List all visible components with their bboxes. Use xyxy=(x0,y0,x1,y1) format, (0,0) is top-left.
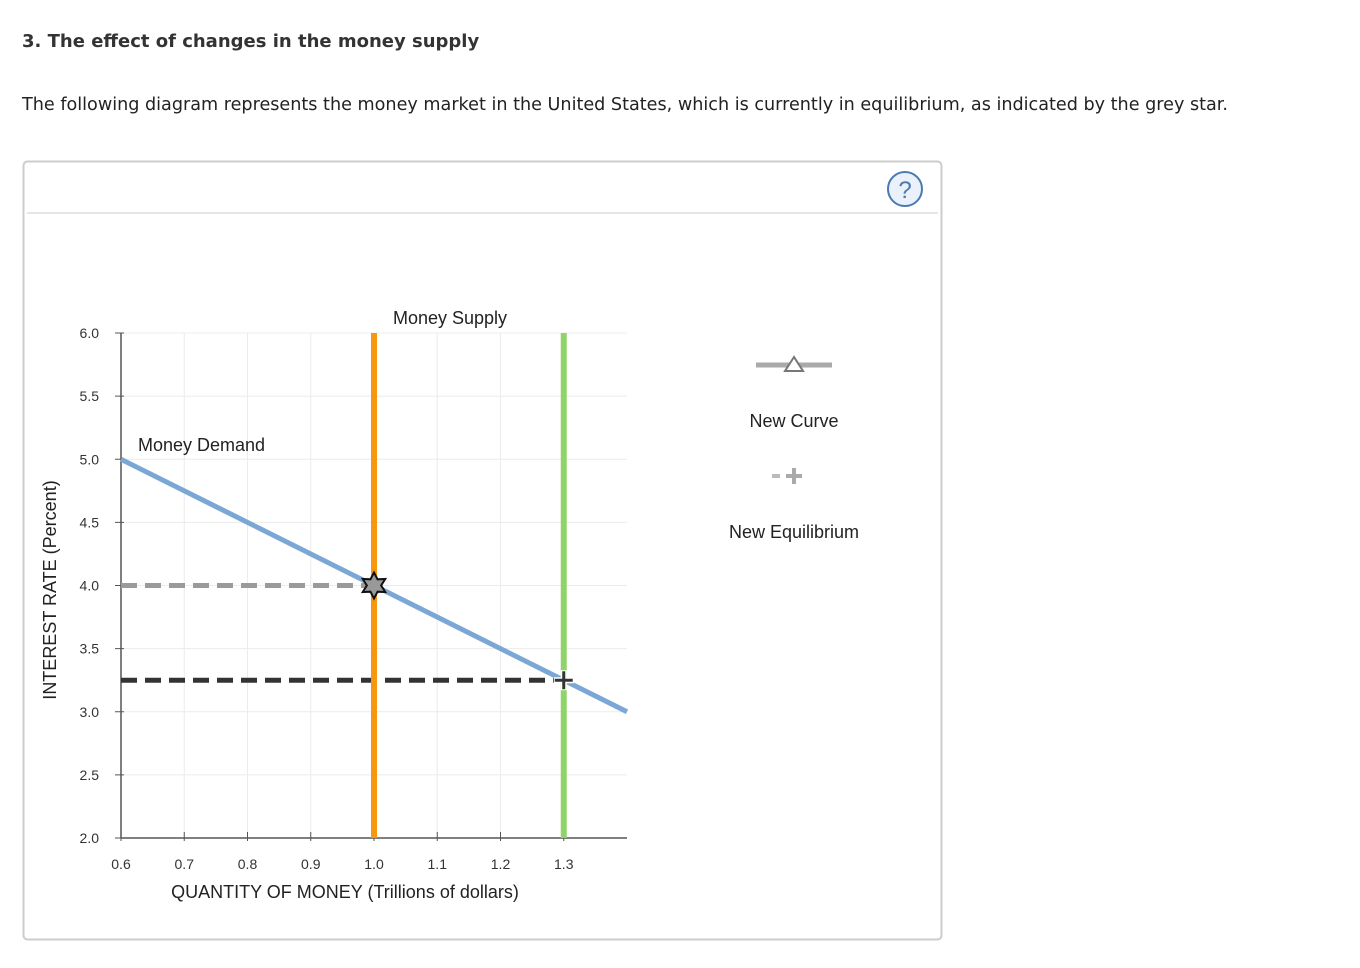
help-button[interactable]: ? xyxy=(887,171,923,207)
x-tick-label: 0.6 xyxy=(111,856,131,872)
curve-label: Money Supply xyxy=(393,308,507,328)
x-tick-label: 1.2 xyxy=(491,856,511,872)
panel xyxy=(22,160,943,941)
y-tick-label: 3.0 xyxy=(80,704,100,720)
tool-icon xyxy=(786,468,802,484)
x-axis-title: QUANTITY OF MONEY (Trillions of dollars) xyxy=(171,882,519,902)
tool-label: New Curve xyxy=(749,411,838,431)
x-tick-label: 1.1 xyxy=(428,856,448,872)
question-title: 3. The effect of changes in the money su… xyxy=(22,31,479,52)
y-tick-label: 4.0 xyxy=(80,578,100,594)
y-tick-label: 3.5 xyxy=(80,641,100,657)
x-tick-label: 1.3 xyxy=(554,856,574,872)
curve-label: Money Demand xyxy=(138,435,265,455)
new-equilibrium-tool[interactable]: New Equilibrium xyxy=(729,468,859,542)
help-circle xyxy=(887,171,923,207)
y-tick-label: 6.0 xyxy=(80,325,100,341)
new-curve-tool[interactable]: New Curve xyxy=(749,355,839,431)
intro-text: The following diagram represents the mon… xyxy=(21,95,1228,115)
tool-label: New Equilibrium xyxy=(729,522,859,542)
equilibrium-plus xyxy=(554,671,573,690)
y-tick-label: 2.5 xyxy=(80,767,100,783)
equilibrium-star xyxy=(360,570,388,601)
x-tick-label: 0.9 xyxy=(301,856,321,872)
x-tick-label: 0.7 xyxy=(175,856,195,872)
y-axis-title: INTEREST RATE (Percent) xyxy=(40,480,60,699)
x-tick-label: 1.0 xyxy=(364,856,384,872)
x-tick-label: 0.8 xyxy=(238,856,258,872)
y-tick-label: 5.0 xyxy=(80,451,100,467)
help-icon: ? xyxy=(898,177,911,204)
y-tick-label: 4.5 xyxy=(80,514,100,530)
tool-icon xyxy=(783,355,805,372)
y-tick-label: 5.5 xyxy=(80,388,100,404)
y-tick-label: 2.0 xyxy=(80,830,100,846)
